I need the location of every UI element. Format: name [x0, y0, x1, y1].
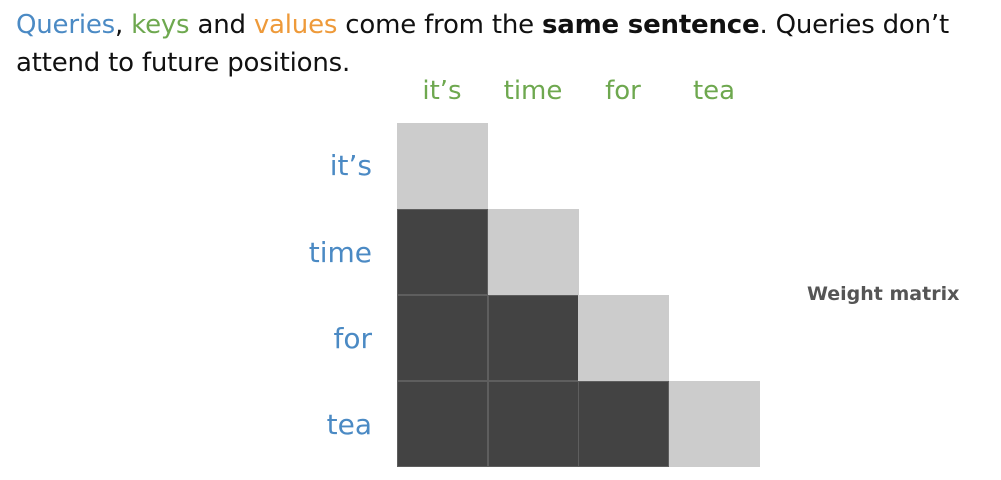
caption-and: and — [189, 10, 254, 40]
caption-values: values — [253, 10, 338, 40]
matrix-cell-diagonal — [397, 123, 488, 209]
query-label: tea — [326, 408, 372, 441]
matrix-cell-diagonal — [488, 209, 579, 295]
query-label: for — [333, 322, 373, 355]
matrix-cell-past — [397, 209, 488, 295]
key-label: for — [605, 76, 641, 106]
matrix-cell-diagonal — [578, 295, 669, 381]
caption-end: . Queries don’t attend to future positio… — [16, 10, 949, 78]
key-label: time — [503, 76, 563, 106]
query-label: time — [308, 236, 372, 269]
caption-same-sentence: same sentence — [542, 10, 760, 40]
matrix-cell-past — [397, 295, 488, 381]
matrix-cell-past — [488, 295, 579, 381]
query-label: it’s — [329, 149, 372, 182]
key-label: it’s — [422, 76, 462, 106]
matrix-cell-past — [397, 381, 488, 467]
caption-middle: come from the — [337, 10, 542, 40]
matrix-cell-diagonal — [669, 381, 760, 467]
matrix-cell-past — [578, 381, 669, 467]
caption-separator: , — [115, 10, 132, 40]
caption: Queries, keys and values come from the s… — [16, 6, 996, 82]
key-label: tea — [692, 76, 736, 106]
matrix-label: Weight matrix — [807, 283, 960, 305]
caption-queries: Queries — [16, 10, 115, 40]
matrix-cell-past — [488, 381, 579, 467]
caption-keys: keys — [131, 10, 190, 40]
